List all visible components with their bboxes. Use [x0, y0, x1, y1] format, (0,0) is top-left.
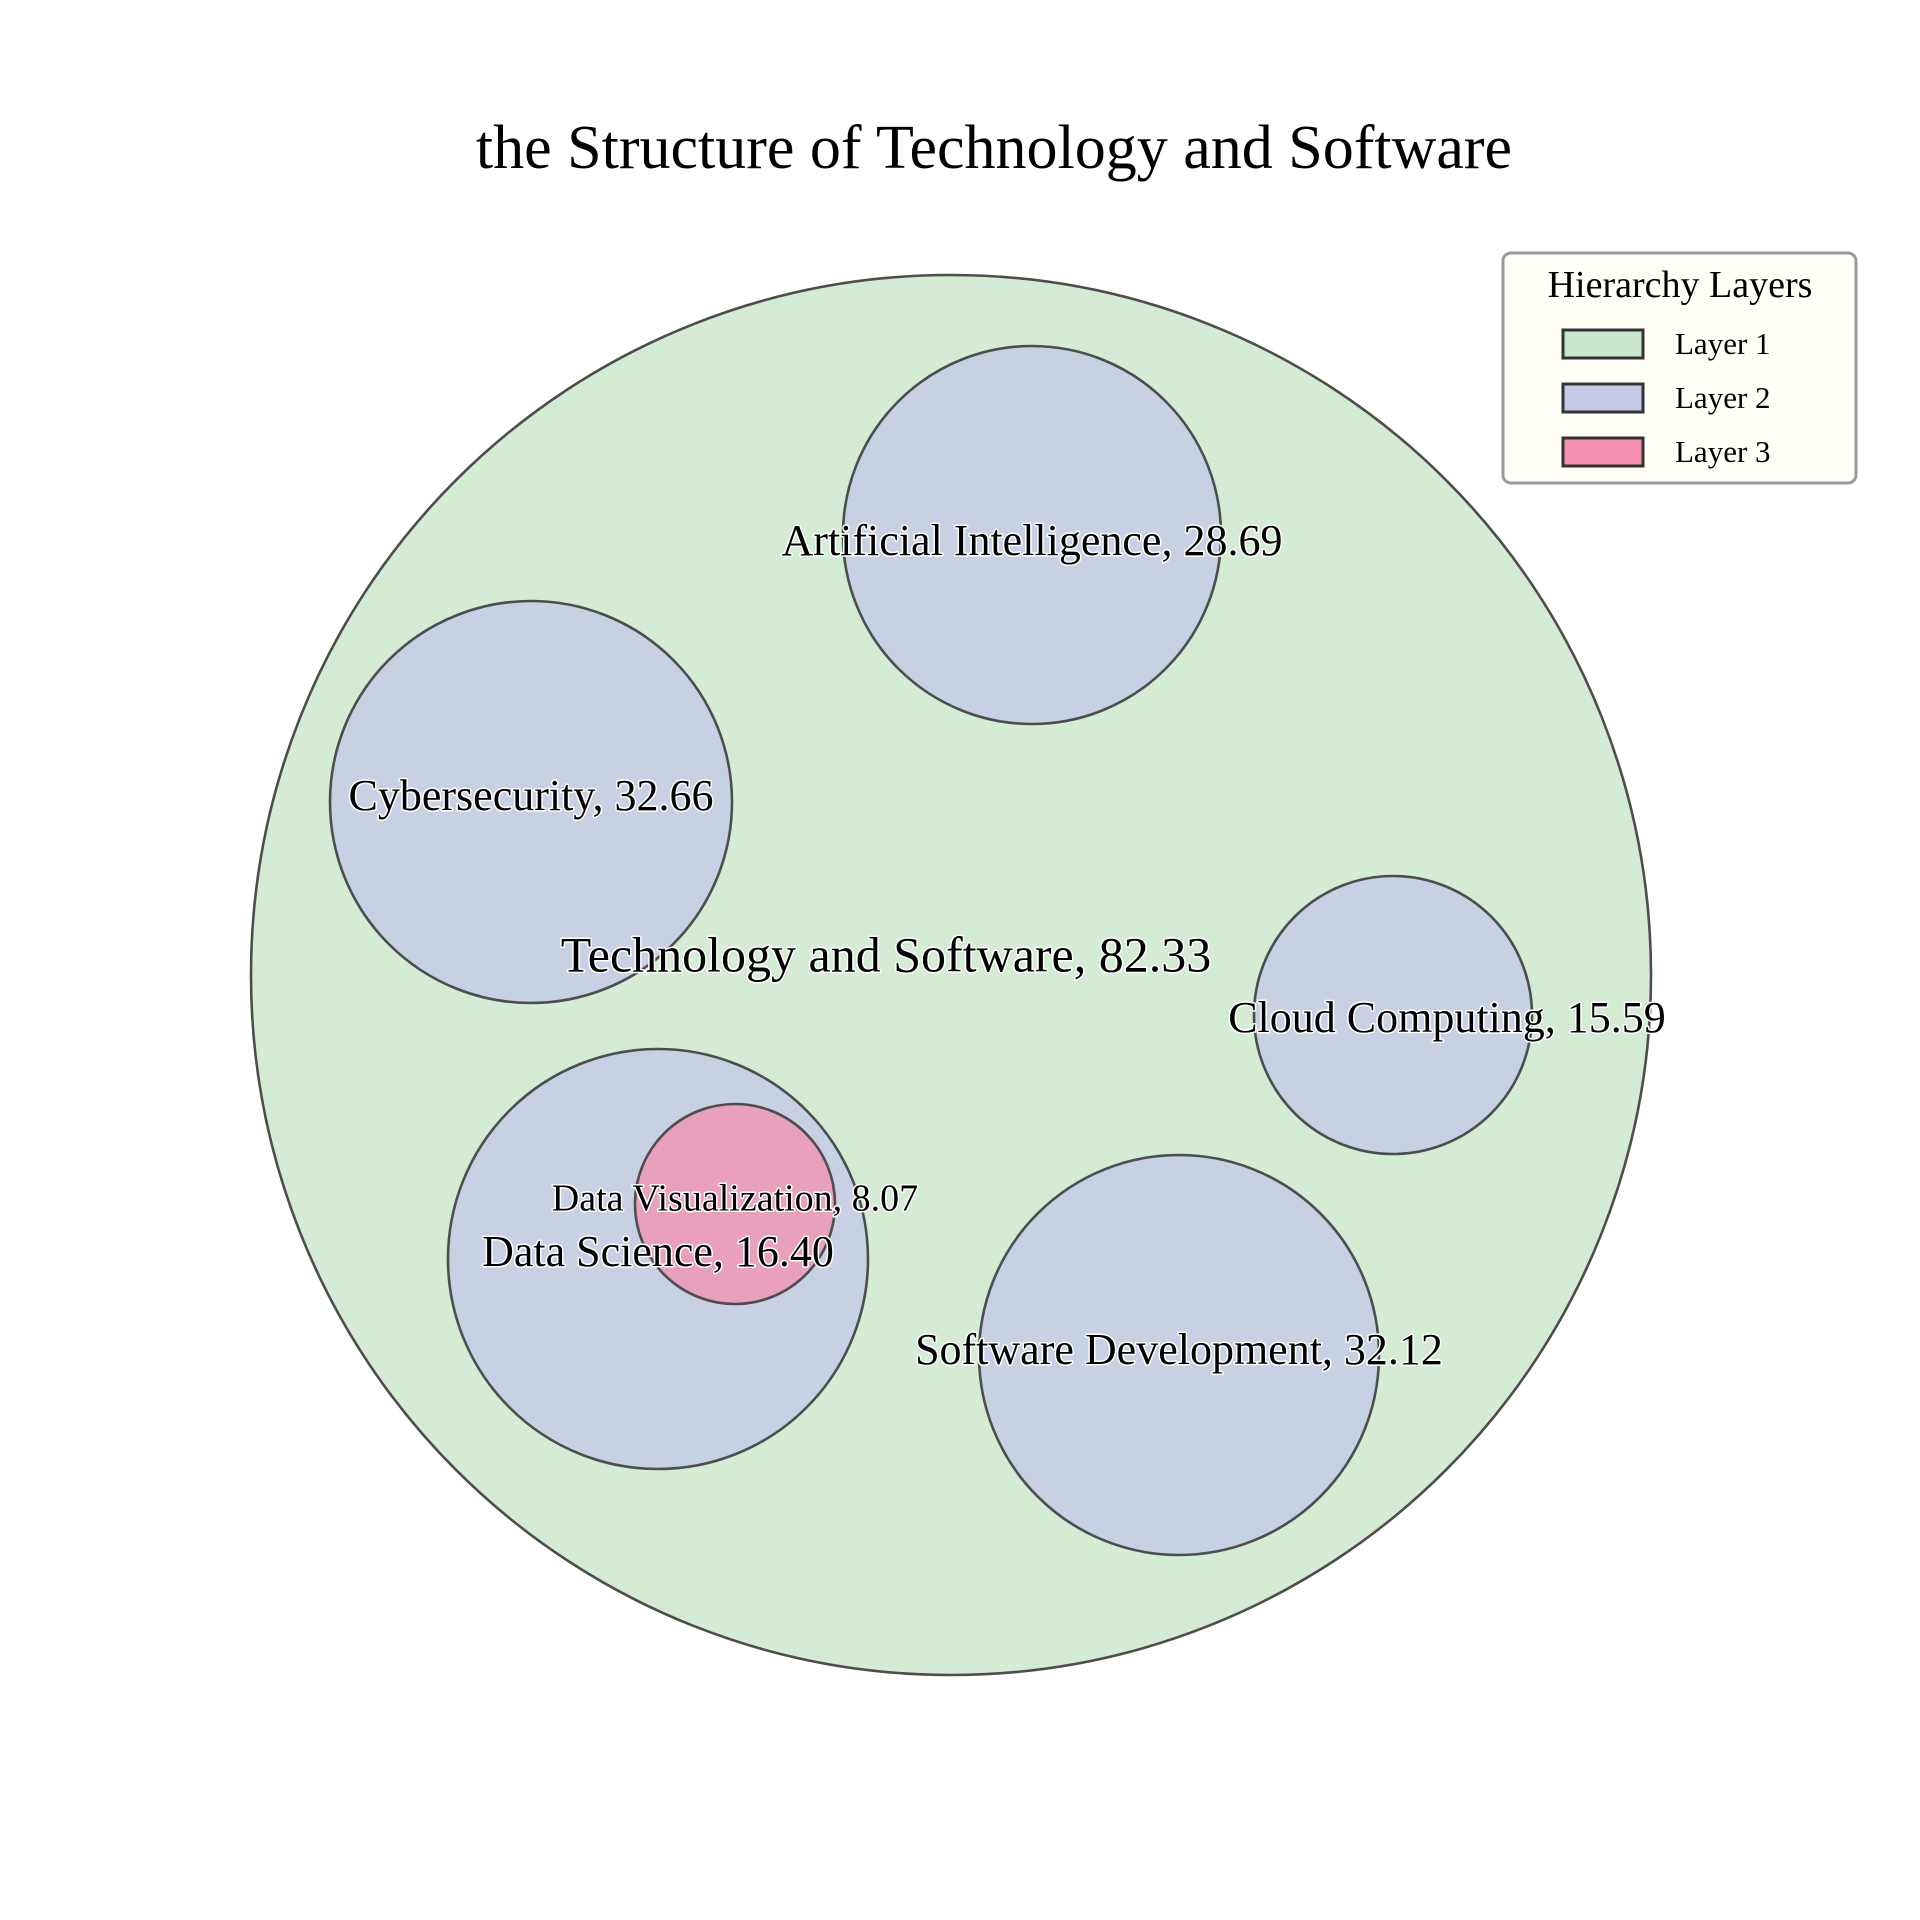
- legend-swatch-layer-1: [1561, 328, 1645, 360]
- legend-label-layer-3: Layer 3: [1675, 434, 1771, 469]
- legend-items: Layer 1 Layer 2 Layer 3: [1561, 326, 1771, 469]
- bubble-label-root: Technology and Software, 82.33: [561, 926, 1212, 982]
- legend-frame: [1501, 251, 1858, 485]
- bubble-ai: [841, 344, 1223, 726]
- bubble-label-cyber: Cybersecurity, 32.66: [349, 771, 714, 820]
- bubble-label-cloud: Cloud Computing, 15.59: [1228, 993, 1666, 1042]
- bubble-dv: [633, 1102, 837, 1306]
- bubble-label-ds: Data Science, 16.40: [482, 1227, 834, 1276]
- legend-label-layer-2: Layer 2: [1675, 380, 1771, 415]
- bubble-cloud: [1252, 874, 1534, 1156]
- bubble-sd: [977, 1153, 1381, 1557]
- legend: Hierarchy Layers Layer 1 Layer 2 Layer 3: [1501, 251, 1858, 485]
- legend-swatch-layer-3: [1561, 436, 1645, 468]
- labels-layer: Technology and Software, 82.33 Artificial…: [347, 515, 1667, 1376]
- bubble-label-ai: Artificial Intelligence, 28.69: [782, 516, 1283, 565]
- chart-title: the Structure of Technology and Software: [476, 114, 1512, 182]
- circles-layer: [249, 273, 1653, 1677]
- legend-label-layer-1: Layer 1: [1675, 326, 1771, 361]
- legend-title: Hierarchy Layers: [1548, 264, 1813, 306]
- bubble-cyber: [328, 599, 734, 1005]
- bubble-label-sd: Software Development, 32.12: [915, 1325, 1443, 1374]
- legend-swatch-layer-2: [1561, 382, 1645, 414]
- bubble-label-dv: Data Visualization, 8.07: [552, 1178, 918, 1220]
